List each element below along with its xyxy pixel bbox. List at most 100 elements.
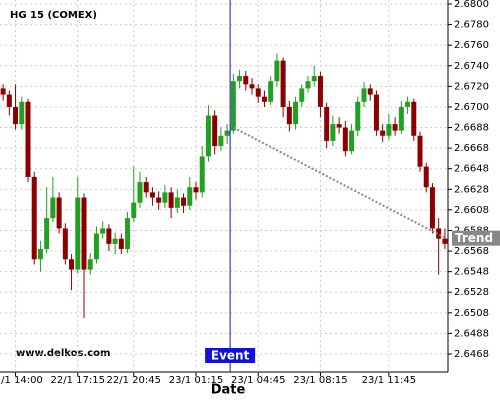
candle-body [13, 106, 19, 125]
candle-body [293, 101, 299, 125]
x-tick-label: 23/1 08:15 [293, 375, 347, 386]
candle-body [224, 130, 230, 136]
candle-body [237, 76, 243, 82]
candle-body [411, 101, 417, 136]
candle-body [405, 101, 411, 107]
x-tick-label: 22/1 20:45 [107, 375, 161, 386]
candle-body [81, 197, 87, 270]
event-label-box [205, 348, 256, 363]
candle-body [212, 115, 218, 147]
trend-label: Trend [455, 231, 493, 245]
y-tick-label: 2.6700 [454, 102, 489, 113]
y-tick-label: 2.6760 [454, 40, 489, 51]
y-tick-label: 2.6800 [454, 0, 489, 10]
candle-body [6, 94, 12, 107]
x-tick-label: 22/1 17:15 [51, 375, 105, 386]
candle-body [249, 84, 255, 89]
candle-body [386, 124, 392, 136]
candle-body [93, 233, 99, 260]
y-tick-label: 2.6488 [454, 328, 489, 339]
candle-body [280, 60, 286, 107]
x-tick-label: 21/1 14:00 [0, 375, 43, 386]
candle-body [423, 166, 429, 188]
candle-body [442, 238, 448, 244]
candle-body [25, 101, 31, 177]
x-tick-label: 23/1 01:15 [169, 375, 223, 386]
candle-body [342, 127, 348, 152]
y-tick-label: 2.6548 [454, 267, 489, 278]
candle-body [392, 124, 398, 131]
candle-body [87, 259, 93, 270]
candle-body [305, 81, 311, 89]
candle-body [181, 197, 187, 206]
y-tick-label: 2.6568 [454, 246, 489, 257]
candle-body [156, 197, 162, 203]
candle-body [436, 228, 442, 239]
chart-title: HG 15 (COMEX) [10, 10, 97, 21]
candle-body [330, 124, 336, 141]
x-tick-label: 23/1 11:45 [362, 375, 416, 386]
candle-body [274, 60, 280, 82]
candle-body [19, 101, 25, 125]
candle-body [44, 218, 50, 249]
candle-body [100, 228, 106, 234]
x-axis-label: Date [211, 383, 246, 398]
candle-body [299, 88, 305, 102]
y-tick-label: 2.6688 [454, 123, 489, 134]
candle-body [149, 192, 155, 198]
candle-body [112, 238, 118, 244]
candle-body [349, 130, 355, 152]
candle-body [168, 192, 174, 208]
candle-body [218, 135, 224, 147]
candle-body [361, 88, 367, 102]
candle-body [118, 238, 124, 249]
candle-body [137, 182, 143, 203]
candle-body [230, 81, 236, 131]
candle-body [0, 88, 6, 95]
candle-body [205, 115, 211, 157]
trend-label-box [452, 230, 500, 246]
y-tick-label: 2.6668 [454, 143, 489, 154]
candle-body [336, 124, 342, 128]
y-tick-label: 2.6528 [454, 287, 489, 298]
y-tick-label: 2.6608 [454, 205, 489, 216]
candle-body [125, 218, 131, 249]
candle-body [162, 192, 168, 203]
source: www.delkos.com [16, 348, 110, 359]
y-tick-label: 2.6468 [454, 349, 489, 360]
candle-body [398, 106, 404, 131]
candle-body [367, 88, 373, 95]
y-tick-label: 2.6780 [454, 20, 489, 31]
y-tick-label: 2.6648 [454, 164, 489, 175]
candle-body [174, 197, 180, 208]
candle-body [131, 202, 137, 219]
trend-line [229, 124, 446, 239]
y-tick-label: 2.6740 [454, 61, 489, 72]
candle-body [56, 197, 62, 229]
candle-body [268, 81, 274, 102]
candle-body [75, 197, 81, 270]
candle-body [106, 228, 112, 244]
candle-body [373, 94, 379, 131]
candle-body [50, 197, 56, 219]
candle-body [187, 187, 193, 206]
candle-body [417, 135, 423, 167]
candle-body [255, 88, 261, 97]
candle-body [261, 96, 267, 102]
y-tick-label: 2.6508 [454, 308, 489, 319]
event-label: Event [211, 349, 250, 363]
x-tick-label: 23/1 04:45 [231, 375, 285, 386]
y-tick-label: 2.6628 [454, 184, 489, 195]
candle-body [355, 101, 361, 131]
candle-body [69, 259, 75, 270]
y-tick-label: 2.6720 [454, 81, 489, 92]
candle-body [243, 76, 249, 85]
candle-body [380, 130, 386, 136]
candle-body [62, 228, 68, 260]
candle-body [286, 106, 292, 125]
candle-body [31, 176, 37, 260]
candle-body [199, 156, 205, 193]
candle-body [311, 76, 317, 82]
candle-body [317, 76, 323, 107]
